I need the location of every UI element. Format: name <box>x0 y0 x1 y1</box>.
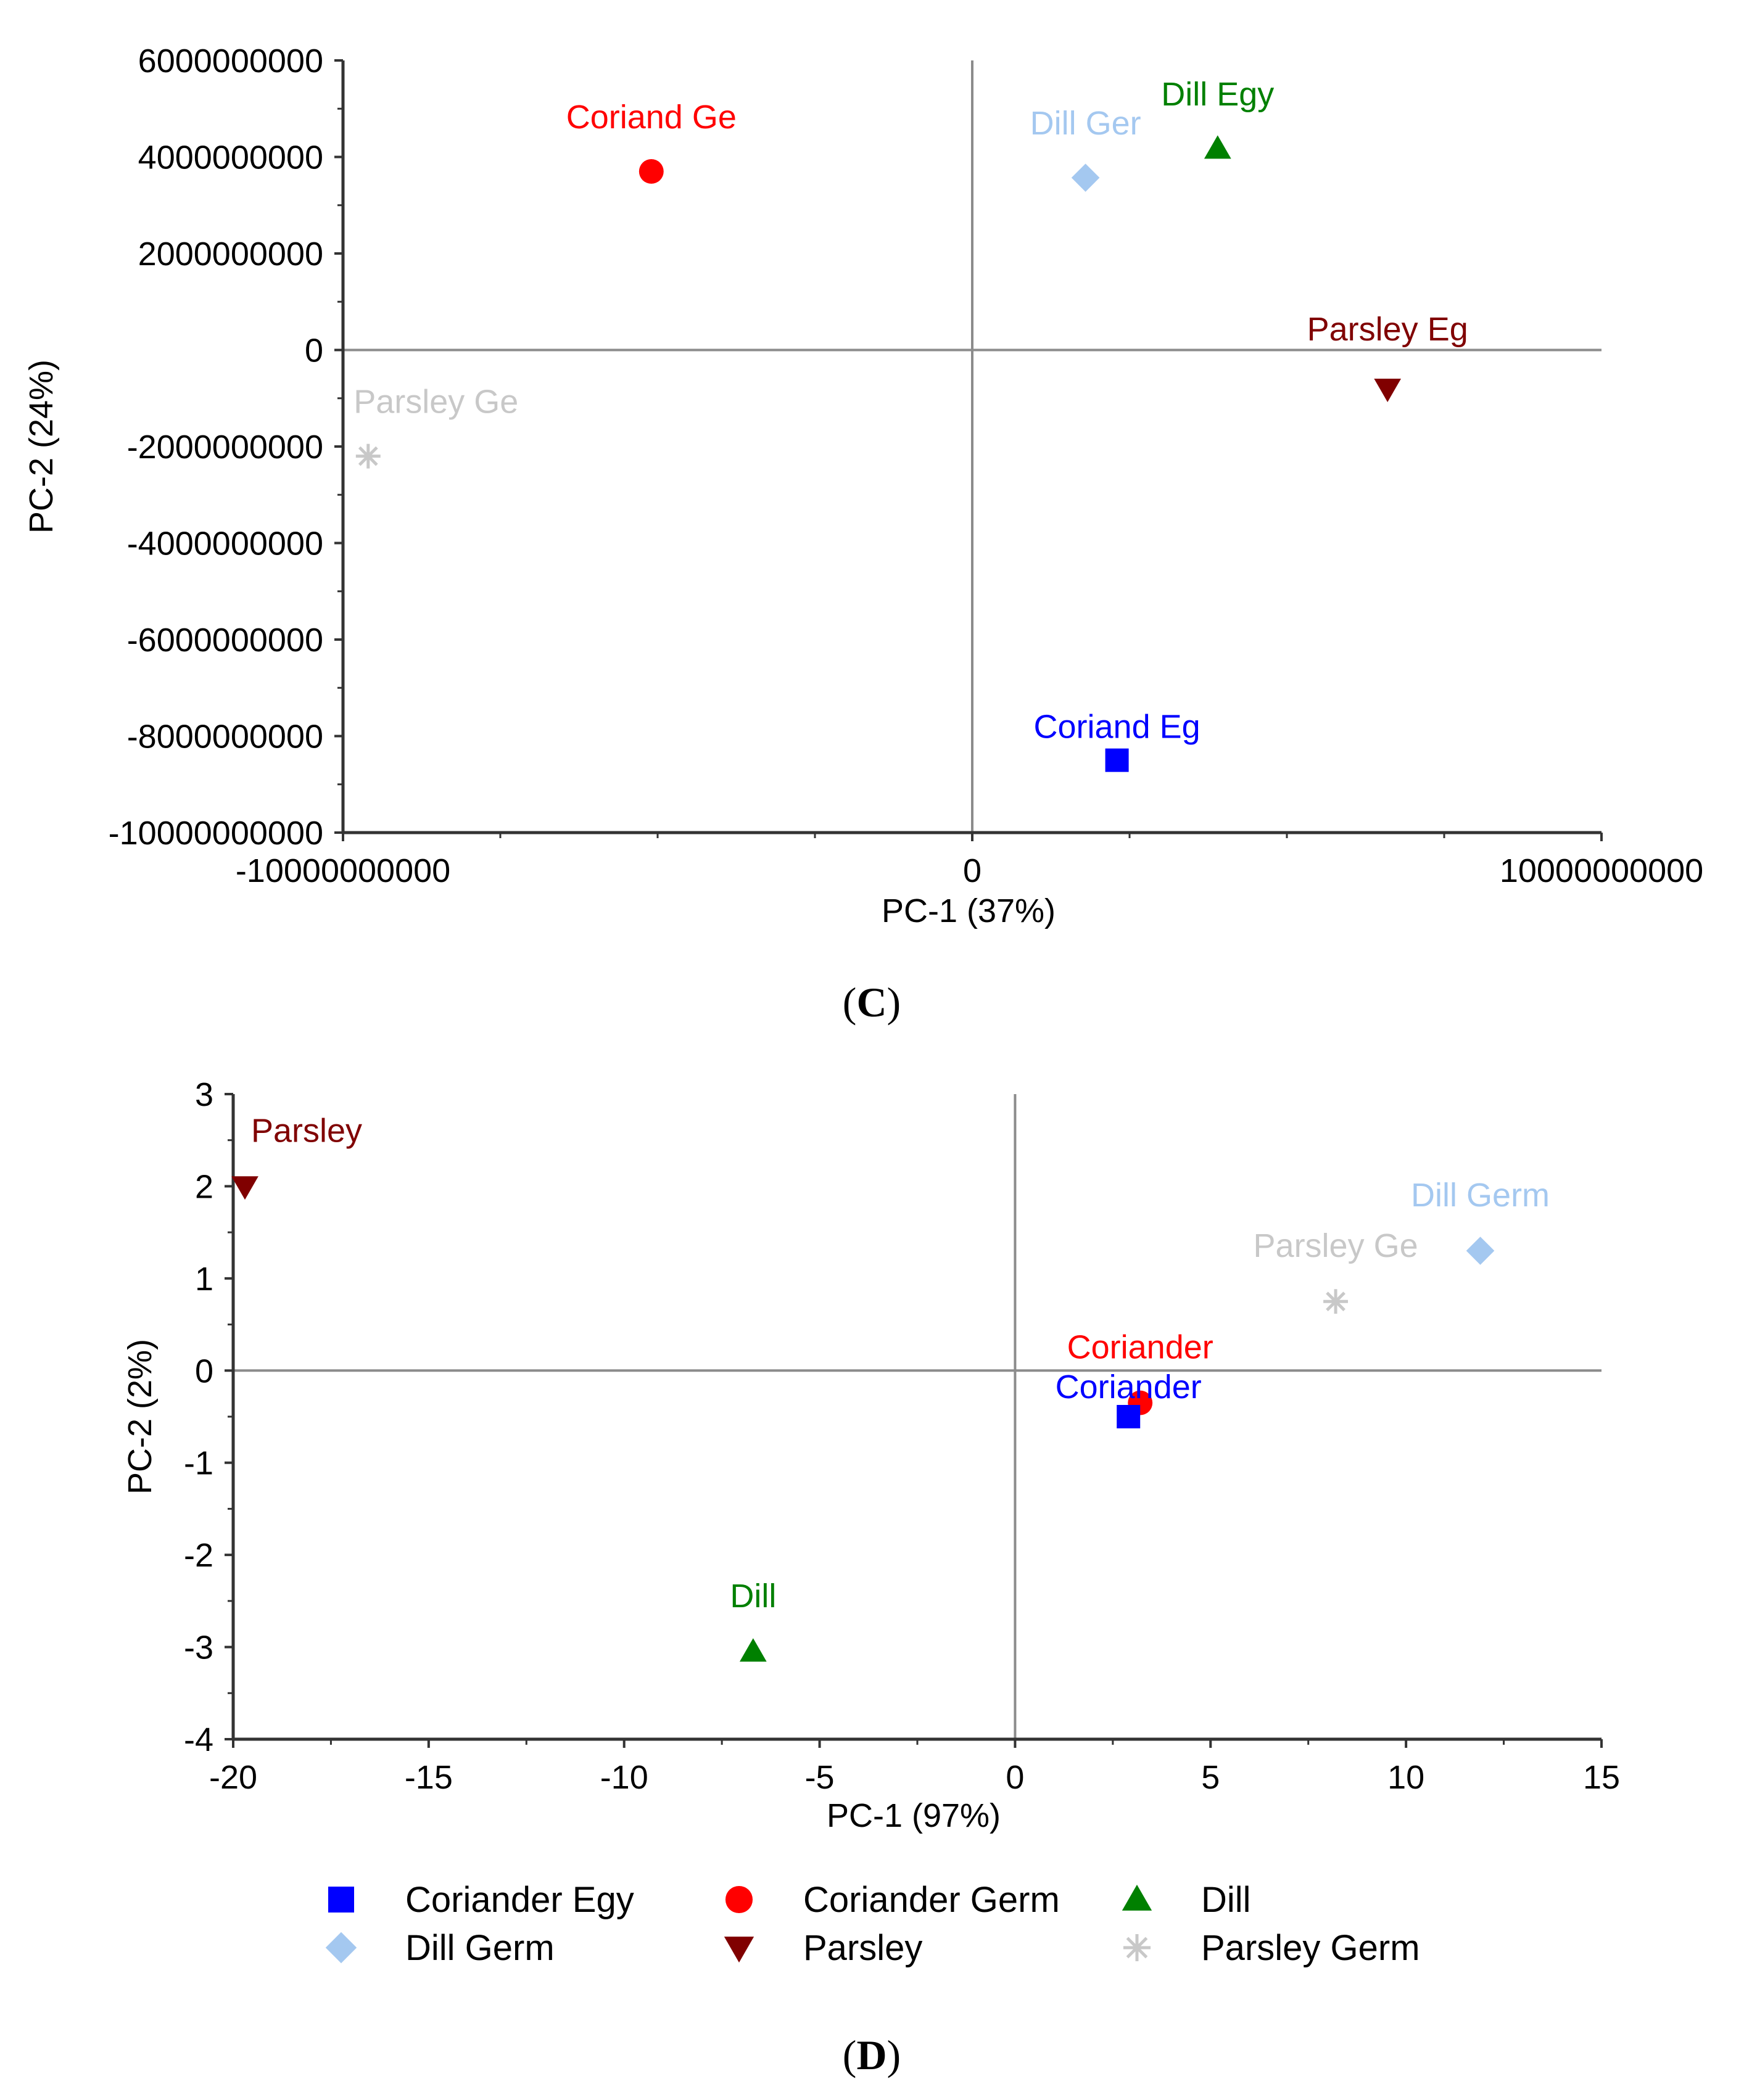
c-x-tick-label: -10000000000 <box>236 852 450 889</box>
c-x-tick-label: 10000000000 <box>1500 852 1703 889</box>
legend-marker-parsley <box>724 1937 754 1963</box>
legend-label-dill-germ: Dill Germ <box>405 1928 555 1968</box>
c-y-tick-label: -6000000000 <box>127 622 323 659</box>
c-point-parsley <box>1374 378 1402 402</box>
d-point-label-dill: Dill <box>730 1578 776 1615</box>
d-point-dill-germ <box>1466 1237 1495 1265</box>
legend-label-coriander-germ: Coriander Germ <box>803 1880 1060 1920</box>
c-point-dill <box>1204 135 1231 159</box>
panel-d-label: (D) <box>843 2032 901 2078</box>
legend-marker-parsley-germ <box>1123 1933 1151 1962</box>
c-y-tick-label: 2000000000 <box>138 236 323 273</box>
panel-c-letter: C <box>856 979 886 1026</box>
d-point-label-coriander-egy: Coriander <box>1056 1369 1202 1406</box>
d-y-tick-label: -1 <box>184 1445 213 1482</box>
d-point-label-dill-germ: Dill Germ <box>1411 1177 1550 1214</box>
c-point-coriander-germ <box>639 159 664 184</box>
d-y-tick-label: 1 <box>195 1261 213 1298</box>
d-y-tick-label: -3 <box>184 1629 213 1666</box>
d-x-tick-label: -15 <box>405 1759 453 1796</box>
d-x-tick-label: -10 <box>600 1759 648 1796</box>
d-x-tick-label: 0 <box>1006 1759 1024 1796</box>
legend-marker-parsley-germ-spoke <box>1126 1937 1148 1959</box>
d-point-label-parsley: Parsley <box>251 1112 362 1149</box>
c-point-label-dill: Dill Egy <box>1161 76 1274 113</box>
legend-label-parsley-germ: Parsley Germ <box>1201 1928 1420 1968</box>
d-point-parsley <box>231 1176 258 1200</box>
legend: Coriander Egy Coriander Germ Dill Dill Germ… <box>325 1880 1420 1968</box>
d-y-tick-label: 2 <box>195 1168 213 1205</box>
c-point-label-coriander-egy: Coriand Eg <box>1034 709 1201 746</box>
legend-label-parsley: Parsley <box>803 1928 922 1968</box>
d-point-dill <box>739 1638 767 1662</box>
panel-c-pca-plot: 6000000000 4000000000 2000000000 0 -20000000… <box>23 43 1703 929</box>
d-x-tick-label: -20 <box>209 1759 257 1796</box>
c-point-label-parsley-germ: Parsley Ge <box>353 384 518 421</box>
legend-label-coriander-egy: Coriander Egy <box>405 1880 634 1920</box>
c-point-label-dill-germ: Dill Ger <box>1030 105 1141 142</box>
legend-marker-coriander-egy <box>328 1887 354 1913</box>
legend-label-dill: Dill <box>1201 1880 1251 1920</box>
d-point-parsley-germ-spoke <box>1326 1291 1345 1312</box>
d-x-tick-label: 10 <box>1387 1759 1424 1796</box>
c-y-tick-label: -10000000000 <box>109 815 323 852</box>
c-point-label-coriander-germ: Coriand Ge <box>566 99 737 136</box>
c-y-tick-label: -4000000000 <box>127 525 323 562</box>
c-point-dill-germ <box>1071 163 1100 192</box>
c-y-tick-label: -8000000000 <box>127 719 323 756</box>
d-x-tick-label: -5 <box>805 1759 835 1796</box>
c-y-tick-label: -2000000000 <box>127 429 323 466</box>
c-point-coriander-egy <box>1105 748 1129 772</box>
c-x-axis-title: PC-1 (37%) <box>882 892 1056 929</box>
c-y-tick-label: 6000000000 <box>138 43 323 80</box>
legend-marker-coriander-germ <box>725 1885 753 1914</box>
panel-c-label: (C) <box>843 979 901 1026</box>
legend-marker-dill-germ <box>325 1932 357 1964</box>
legend-marker-dill <box>1122 1884 1152 1911</box>
c-y-axis-title: PC-2 (24%) <box>23 360 60 533</box>
c-point-parsley-germ-spoke <box>358 446 378 466</box>
d-y-axis-title: PC-2 (2%) <box>122 1339 159 1494</box>
d-x-axis-title: PC-1 (97%) <box>827 1797 1001 1834</box>
d-point-parsley-germ <box>1323 1289 1349 1314</box>
c-y-tick-label: 4000000000 <box>138 139 323 176</box>
c-y-tick-label: 0 <box>305 332 323 369</box>
d-point-coriander-egy <box>1117 1405 1141 1428</box>
d-point-label-coriander-germ: Coriander <box>1067 1329 1213 1366</box>
d-y-tick-label: -2 <box>184 1537 213 1574</box>
d-x-tick-label: 5 <box>1201 1759 1220 1796</box>
c-point-parsley-germ <box>355 443 381 469</box>
d-x-tick-label: 15 <box>1583 1759 1620 1796</box>
d-y-tick-label: 3 <box>195 1076 213 1113</box>
d-point-label-parsley-germ: Parsley Ge <box>1254 1227 1418 1264</box>
c-x-tick-label: 0 <box>963 852 982 889</box>
c-point-label-parsley: Parsley Eg <box>1307 311 1468 348</box>
panel-d-letter: D <box>856 2032 886 2078</box>
d-y-tick-label: 0 <box>195 1353 213 1390</box>
d-y-tick-label: -4 <box>184 1721 213 1758</box>
